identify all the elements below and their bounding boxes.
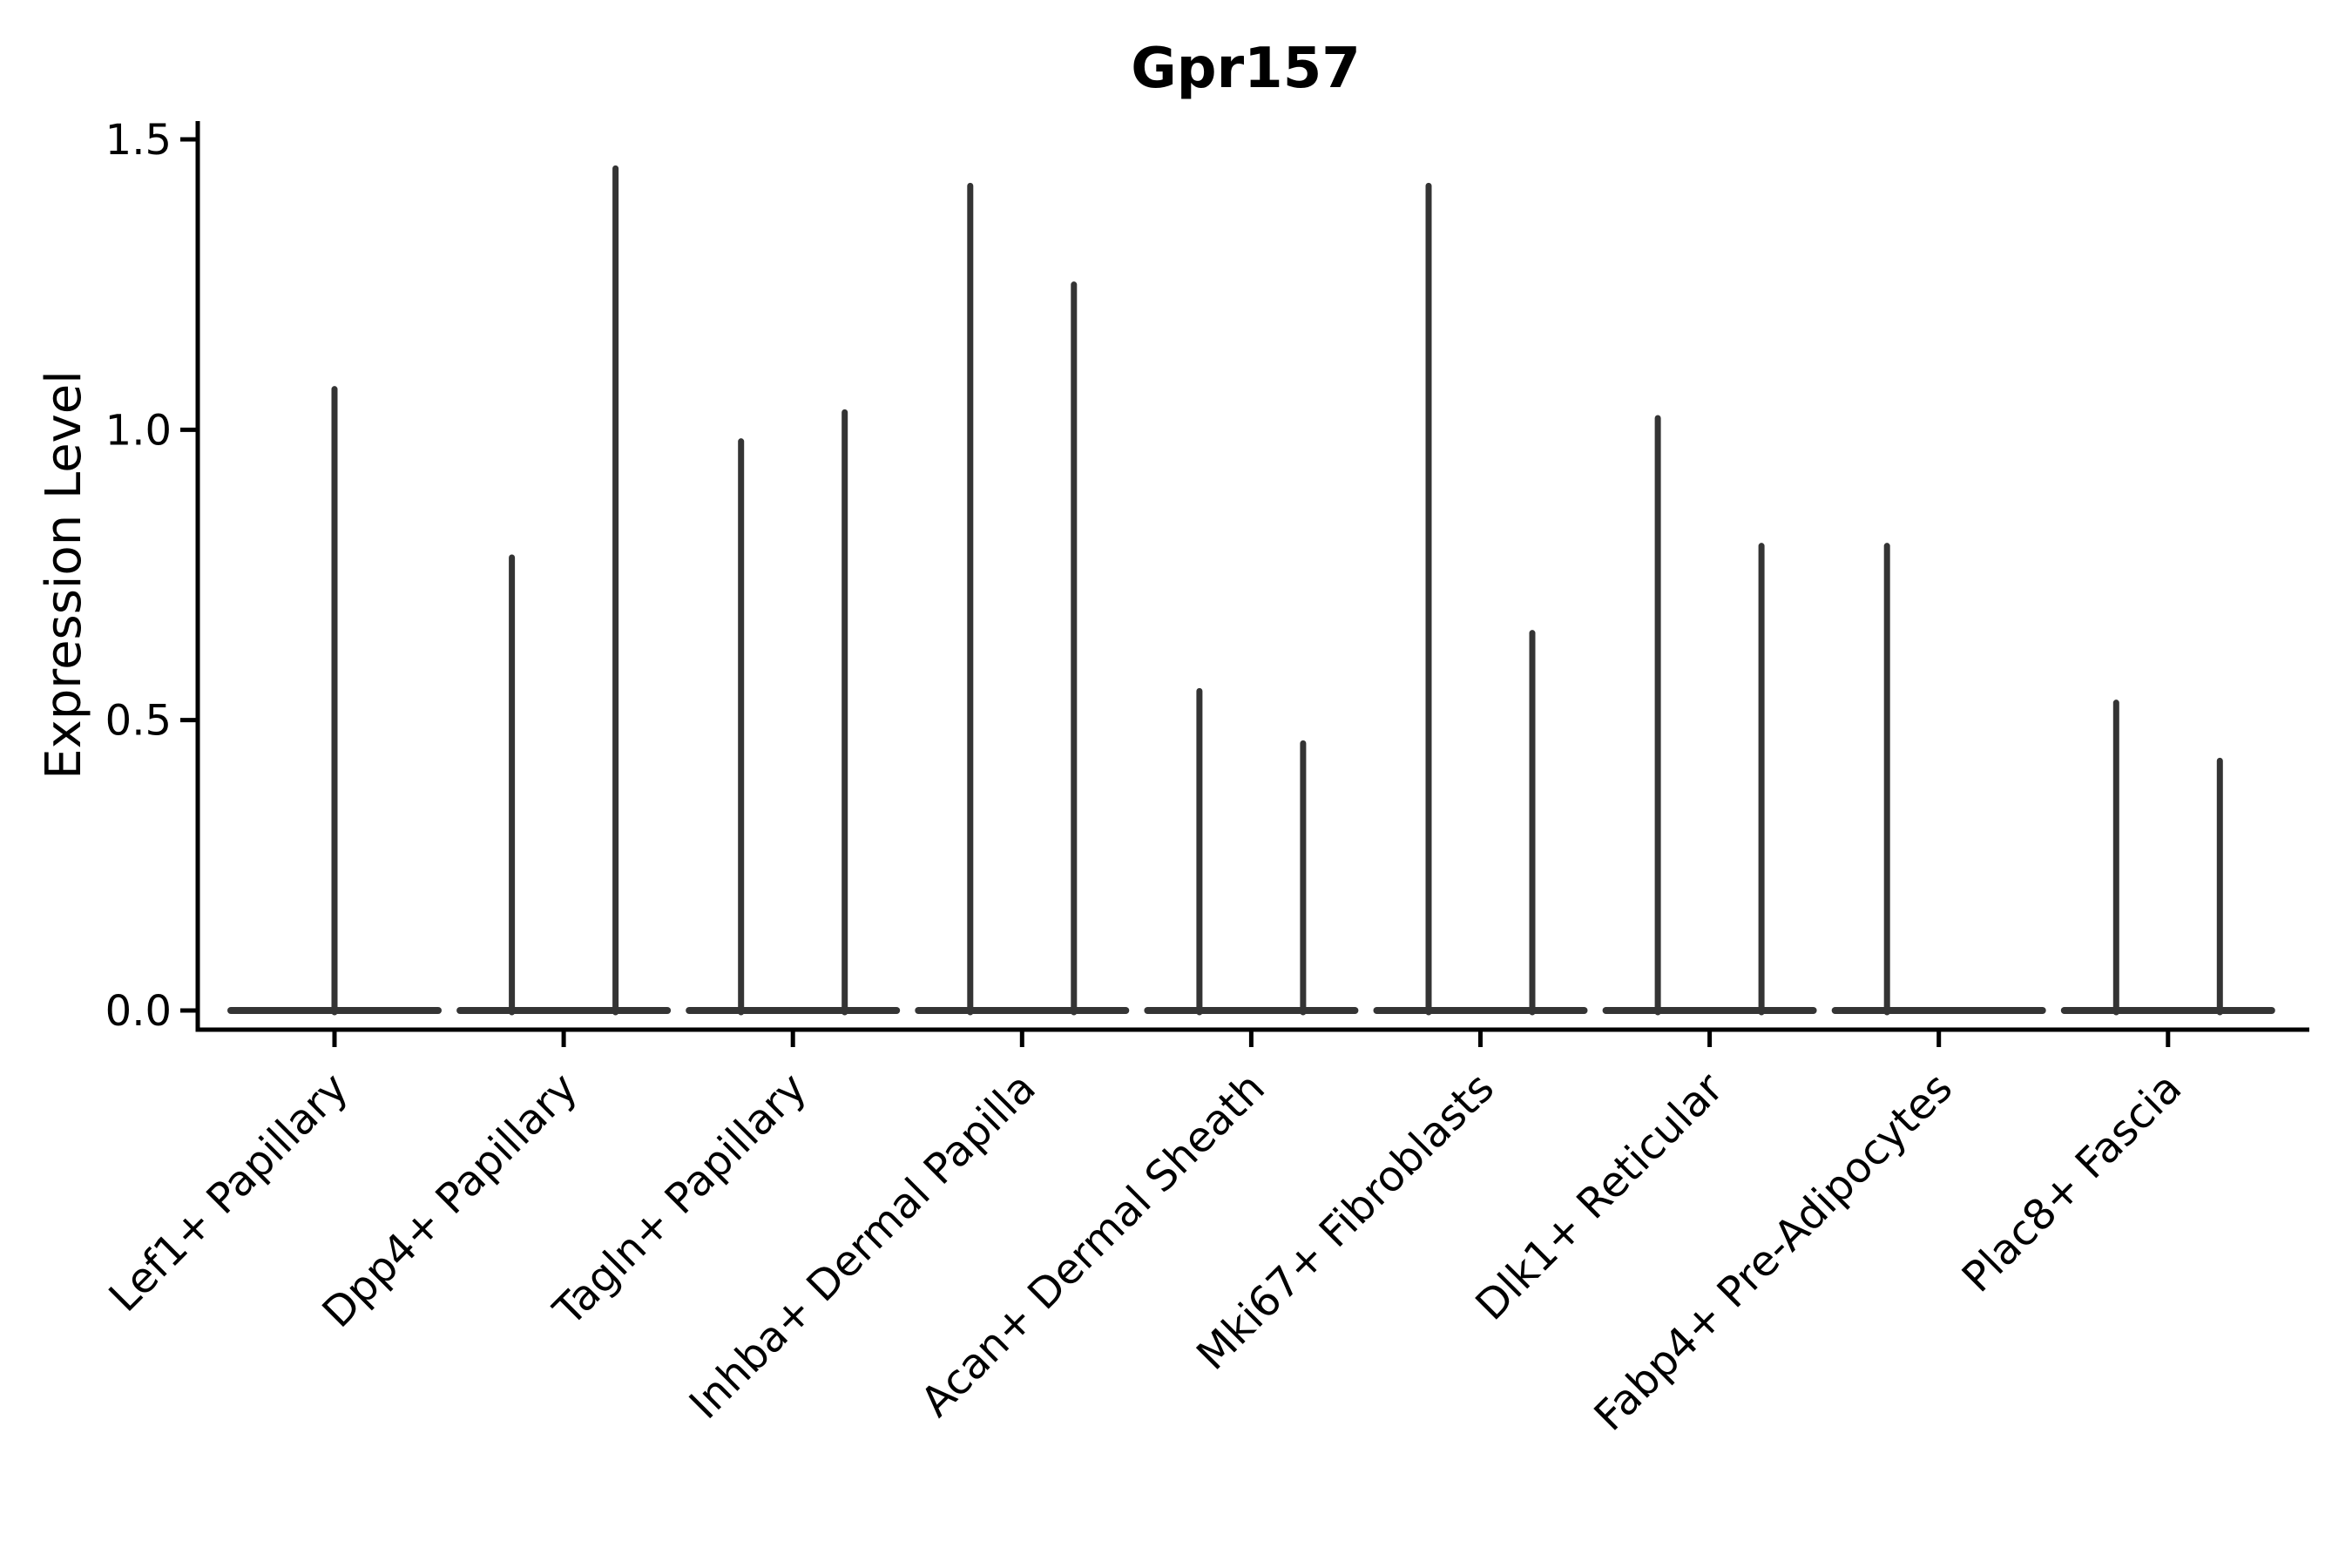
x-tick-label: Dlk1+ Reticular (1466, 1064, 1733, 1330)
x-tick-label: Lef1+ Papillary (100, 1064, 358, 1321)
violin (560, 165, 672, 1016)
violin (915, 182, 1026, 1016)
violin (686, 438, 797, 1016)
x-tick-label: Plac8+ Fascia (1953, 1064, 2192, 1302)
x-tick-label: Tagln+ Papillary (544, 1064, 815, 1335)
y-tick-label: 1.0 (105, 406, 172, 455)
violin (789, 409, 901, 1016)
y-tick-label: 0.5 (105, 697, 172, 746)
violin (1706, 543, 1817, 1016)
violin (456, 554, 568, 1016)
violin (1247, 740, 1359, 1016)
chart-title: Gpr157 (1131, 37, 1361, 101)
violin (1831, 543, 1943, 1016)
violin (1373, 182, 1484, 1016)
violin (1018, 281, 1130, 1016)
violin (1477, 630, 1588, 1016)
violin (1144, 687, 1255, 1016)
violin (1602, 415, 1713, 1016)
y-tick-label: 1.5 (105, 116, 172, 165)
violin (227, 386, 442, 1016)
x-tick-label: Dpp4+ Papillary (314, 1064, 587, 1337)
violins-layer (227, 165, 2275, 1016)
violin (2164, 757, 2275, 1016)
y-tick-label: 0.0 (105, 987, 172, 1036)
violin (2060, 700, 2172, 1016)
y-axis-label: Expression Level (36, 370, 92, 780)
